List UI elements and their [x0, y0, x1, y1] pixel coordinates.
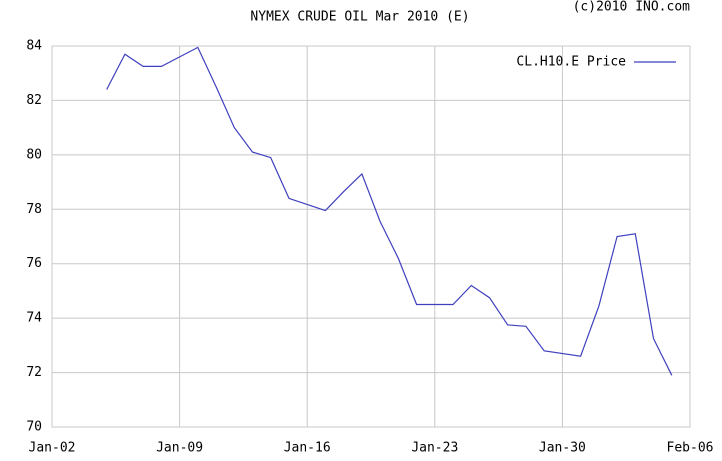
legend-label: CL.H10.E Price	[516, 55, 626, 70]
x-tick-label: Feb-06	[667, 441, 714, 456]
y-tick-label: 72	[26, 365, 42, 380]
y-tick-label: 70	[26, 420, 42, 435]
x-tick-label: Jan-23	[411, 441, 458, 456]
chart-title: NYMEX CRUDE OIL Mar 2010 (E)	[250, 10, 469, 25]
y-tick-label: 84	[26, 39, 42, 54]
y-tick-label: 80	[26, 147, 42, 162]
y-tick-label: 74	[26, 311, 42, 326]
series-line	[106, 46, 673, 376]
y-tick-label: 78	[26, 202, 42, 217]
plot-frame	[51, 45, 691, 428]
y-tick-label: 76	[26, 256, 42, 271]
x-tick-label: Jan-02	[29, 441, 76, 456]
copyright: (c)2010 INO.com	[573, 0, 691, 15]
x-tick-label: Jan-09	[156, 441, 203, 456]
x-tick-label: Jan-30	[539, 441, 586, 456]
x-tick-label: Jan-16	[284, 441, 331, 456]
y-tick-label: 82	[26, 93, 42, 108]
